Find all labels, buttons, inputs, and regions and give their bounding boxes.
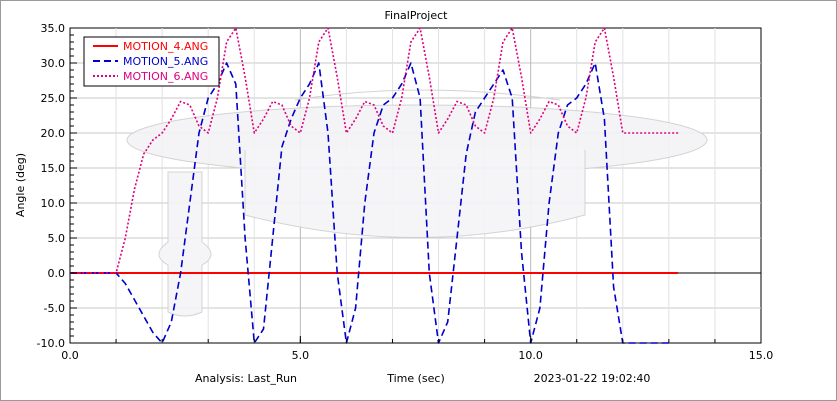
series-layer — [70, 27, 679, 344]
x-tick-label: 15.0 — [749, 349, 774, 362]
legend-label: MOTION_5.ANG — [123, 55, 208, 68]
axis-ticks: -10.0 -5.0 0.0 5.0 10.0 15.0 20.0 25.0 30.0 35.0 0… — [37, 22, 774, 362]
y-tick-label: 0.0 — [48, 267, 66, 280]
x-tick-label: 0.0 — [61, 349, 79, 362]
legend-label: MOTION_6.ANG — [123, 70, 208, 83]
series-line-2 — [70, 62, 669, 344]
y-axis-label: Angle (deg) — [14, 153, 27, 217]
y-tick-label: 5.0 — [48, 232, 66, 245]
legend: MOTION_4.ANG MOTION_5.ANG MOTION_6.ANG — [83, 36, 220, 87]
y-tick-label: 10.0 — [41, 197, 66, 210]
analysis-label: Analysis: Last_Run — [195, 372, 297, 385]
y-tick-label: 15.0 — [41, 162, 66, 175]
y-tick-label: 20.0 — [41, 127, 66, 140]
x-tick-label: 5.0 — [292, 349, 310, 362]
x-axis-label: Time (sec) — [386, 372, 445, 385]
x-tick-label: 10.0 — [518, 349, 543, 362]
y-tick-label: -10.0 — [37, 337, 65, 350]
legend-label: MOTION_4.ANG — [123, 40, 208, 53]
y-tick-label: 30.0 — [41, 57, 66, 70]
y-tick-label: 35.0 — [41, 22, 66, 35]
y-tick-label: 25.0 — [41, 92, 66, 105]
y-tick-label: -5.0 — [44, 302, 65, 315]
series-line-3 — [70, 27, 679, 274]
chart-title: FinalProject — [385, 9, 449, 22]
timestamp: 2023-01-22 19:02:40 — [534, 372, 651, 385]
